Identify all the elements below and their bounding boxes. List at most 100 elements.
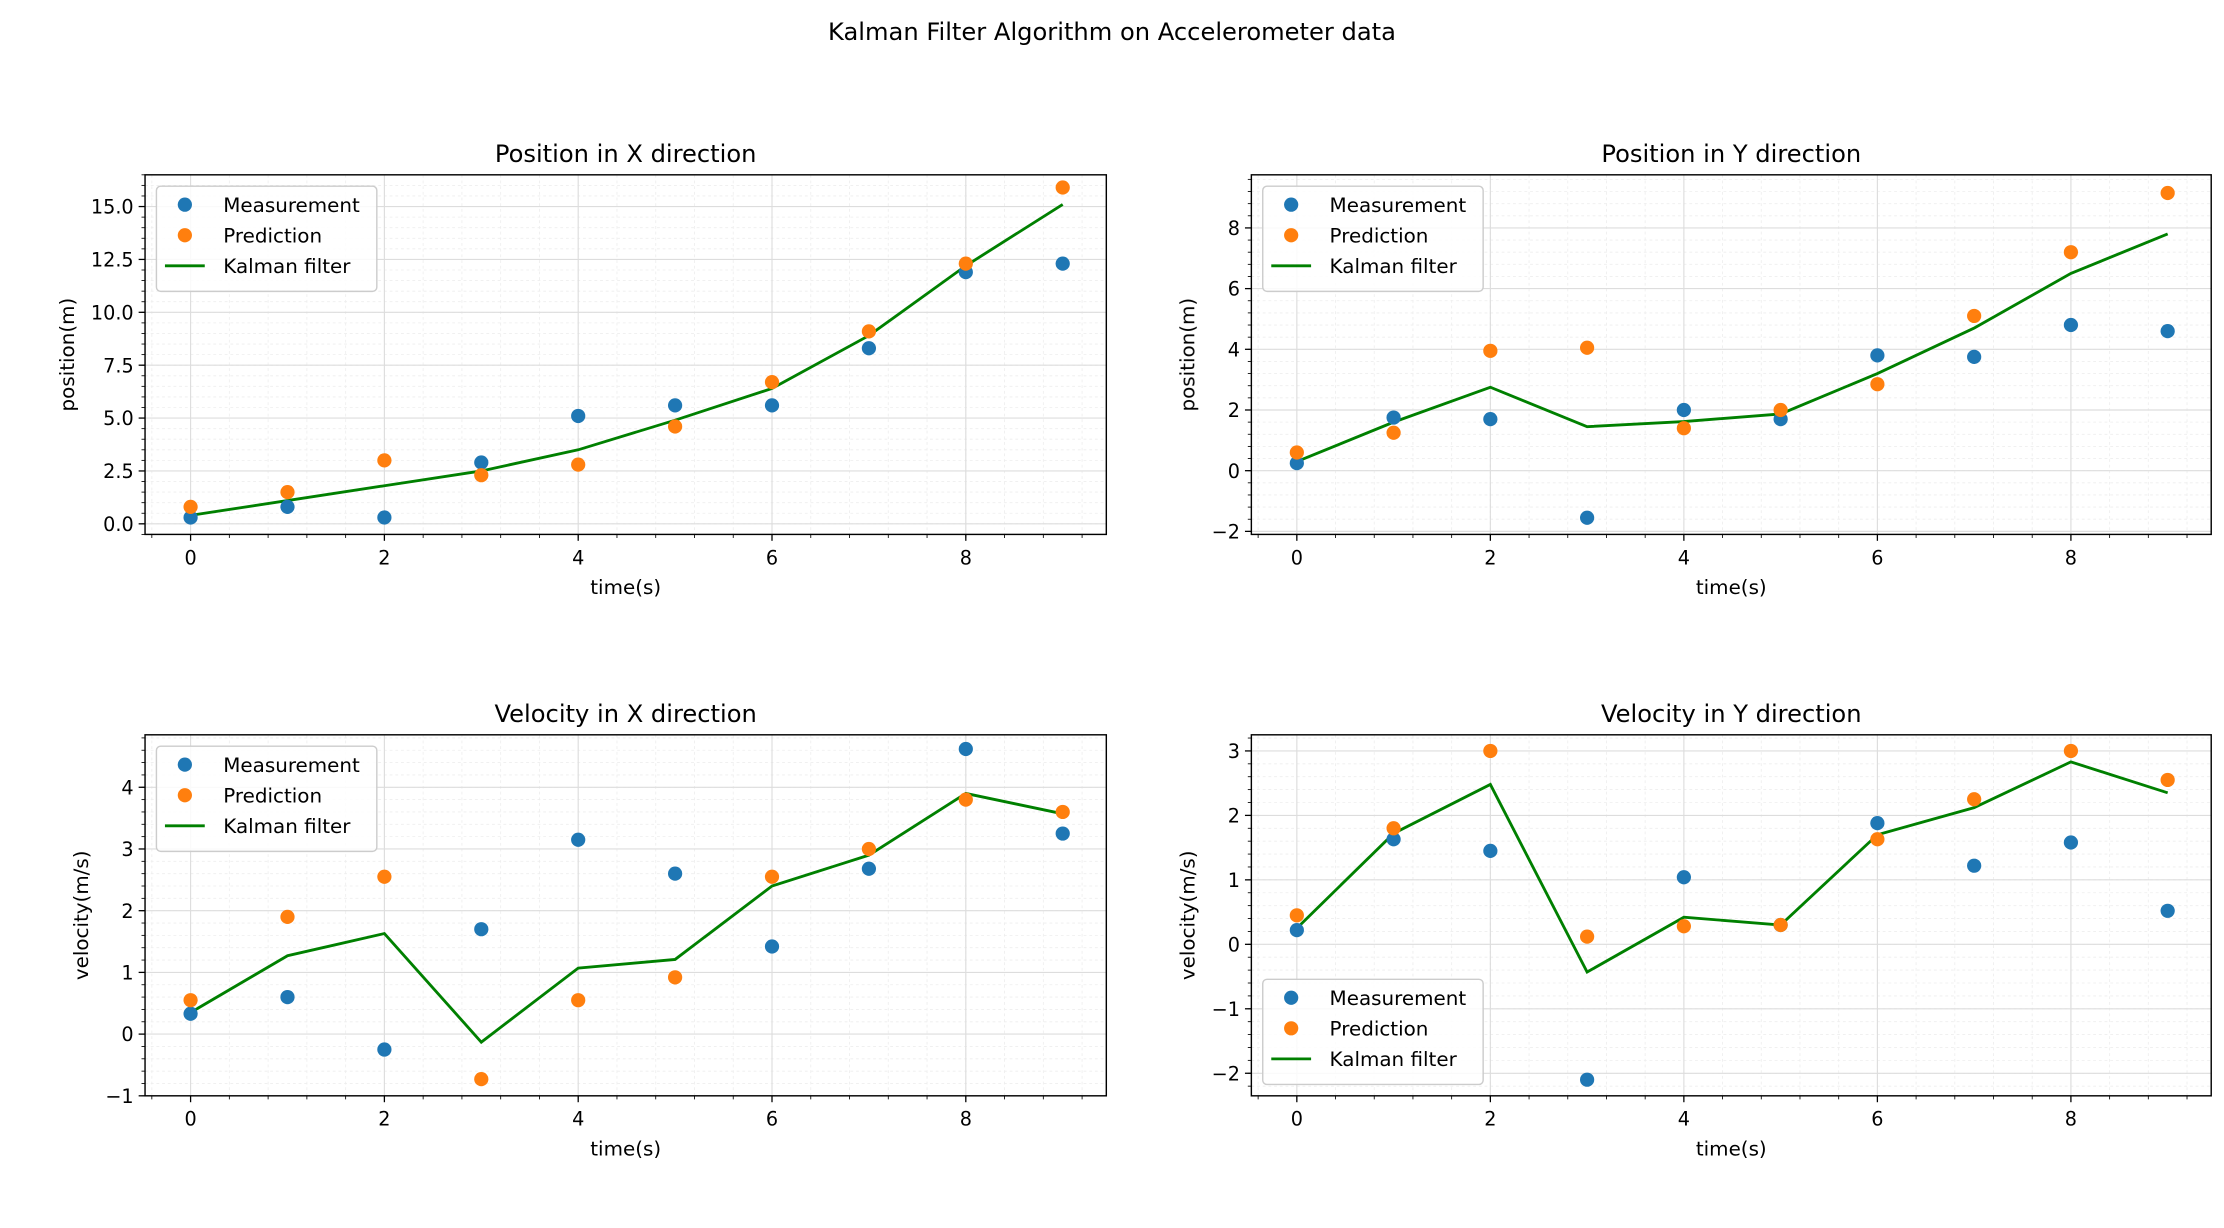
legend-label: Measurement (223, 194, 360, 217)
y-tick-label: 4 (121, 776, 133, 799)
measurement-point (1386, 832, 1401, 847)
measurement-point (1676, 870, 1691, 885)
prediction-point (1967, 792, 1982, 807)
measurement-point (377, 510, 392, 525)
x-tick-label: 0 (184, 1108, 196, 1131)
legend-label: Kalman filter (1330, 255, 1458, 278)
prediction-point (1580, 929, 1595, 944)
y-tick-label: 7.5 (103, 354, 134, 377)
prediction-point (474, 1072, 489, 1087)
measurement-point (571, 832, 586, 847)
y-tick-label: 6 (1228, 278, 1240, 301)
x-axis-label: time(s) (1696, 1138, 1767, 1161)
kalman-filter-line (190, 203, 1064, 517)
kalman-filter-line (1295, 760, 2169, 975)
legend: Measurement Prediction Kalman filter (1262, 978, 1484, 1086)
x-tick-label: 4 (572, 546, 584, 569)
measurement-point (1055, 826, 1070, 841)
legend-label: Prediction (223, 784, 322, 807)
measurement-point (474, 922, 489, 937)
measurement-point (861, 341, 877, 356)
prediction-point (958, 792, 973, 807)
prediction-point (1289, 908, 1304, 923)
measurement-point (183, 510, 198, 525)
prediction-point (1289, 445, 1304, 460)
prediction-point (1870, 832, 1885, 847)
measurement-point (1483, 411, 1498, 427)
measurement-point (377, 1042, 392, 1057)
measurement-point (1580, 1072, 1595, 1087)
y-tick-label: 2 (1228, 805, 1240, 828)
legend-label: Measurement (1330, 194, 1467, 217)
prediction-point (861, 324, 877, 339)
subplot-title: Velocity in X direction (495, 700, 757, 728)
x-axis-label: time(s) (590, 1138, 661, 1161)
prediction-point (1055, 180, 1070, 195)
prediction-point (474, 468, 489, 483)
y-tick-label: 15.0 (91, 196, 134, 219)
x-tick-label: 2 (1484, 1108, 1496, 1131)
prediction-point (377, 869, 392, 884)
x-tick-label: 0 (1291, 546, 1303, 569)
figure-title: Kalman Filter Algorithm on Accelerometer… (828, 18, 1396, 47)
measurement-point (861, 861, 877, 876)
subplot-3: 0 2 4 6 8 −1 0 1 2 3 4 time(s) velocity(m/s) Velocity… (70, 700, 1108, 1161)
subplot-2: 0 2 4 6 8 −2 0 2 4 6 8 time(s) position(m) Position i… (1176, 140, 2212, 599)
x-tick-label: 6 (1871, 546, 1883, 569)
prediction-point (1676, 421, 1691, 436)
measurement-point (1967, 858, 1982, 873)
kalman-filter-line (189, 791, 1064, 1045)
prediction-point (183, 499, 198, 515)
measurement-point (764, 398, 780, 413)
prediction-point (2160, 185, 2175, 201)
y-tick-label: −1 (1212, 998, 1240, 1021)
prediction-point (958, 256, 973, 271)
prediction-point (1483, 343, 1498, 358)
axes-frame (144, 734, 1108, 1097)
legend-prediction-marker (1284, 1021, 1299, 1036)
prediction-point (1870, 377, 1885, 392)
x-tick-label: 0 (184, 546, 196, 569)
x-tick-label: 6 (766, 1108, 778, 1131)
legend: Measurement Prediction Kalman filter (1262, 185, 1484, 293)
prediction-point (667, 970, 683, 985)
legend-prediction-marker (1284, 228, 1299, 243)
prediction-point (571, 993, 586, 1008)
measurement-point (1386, 410, 1401, 425)
prediction-point (1773, 917, 1788, 933)
measurement-point (1483, 843, 1498, 858)
axes-frame (1250, 734, 2212, 1097)
measurement-point (1676, 402, 1691, 418)
prediction-point (764, 375, 780, 390)
y-tick-label: 8 (1228, 217, 1240, 240)
y-tick-label: 0 (121, 1023, 133, 1046)
measurement-point (2063, 317, 2079, 333)
x-tick-label: 8 (2065, 1108, 2077, 1131)
legend-measurement-marker (1284, 197, 1299, 212)
legend-label: Kalman filter (223, 255, 351, 278)
prediction-point (1967, 308, 1982, 324)
legend: Measurement Prediction Kalman filter (155, 185, 378, 293)
measurement-point (1870, 816, 1885, 831)
measurement-point (1289, 923, 1304, 938)
prediction-point (2063, 743, 2079, 759)
legend-measurement-marker (177, 197, 192, 212)
kalman-filter-line (1296, 232, 2169, 463)
measurement-point (667, 866, 683, 881)
legend-label: Kalman filter (1330, 1048, 1458, 1071)
measurement-point (2160, 903, 2175, 918)
x-tick-label: 2 (1484, 546, 1496, 569)
y-tick-label: 2 (1228, 399, 1240, 422)
measurement-point (183, 1006, 198, 1021)
measurement-point (667, 398, 683, 413)
y-axis-label: position(m) (1176, 298, 1199, 412)
legend-measurement-marker (1284, 990, 1299, 1005)
measurement-point (958, 741, 973, 757)
measurement-point (1055, 256, 1070, 271)
y-tick-label: −2 (1212, 520, 1240, 543)
x-tick-label: 2 (378, 1108, 390, 1131)
axes-frame (1250, 174, 2212, 536)
prediction-point (377, 453, 392, 468)
